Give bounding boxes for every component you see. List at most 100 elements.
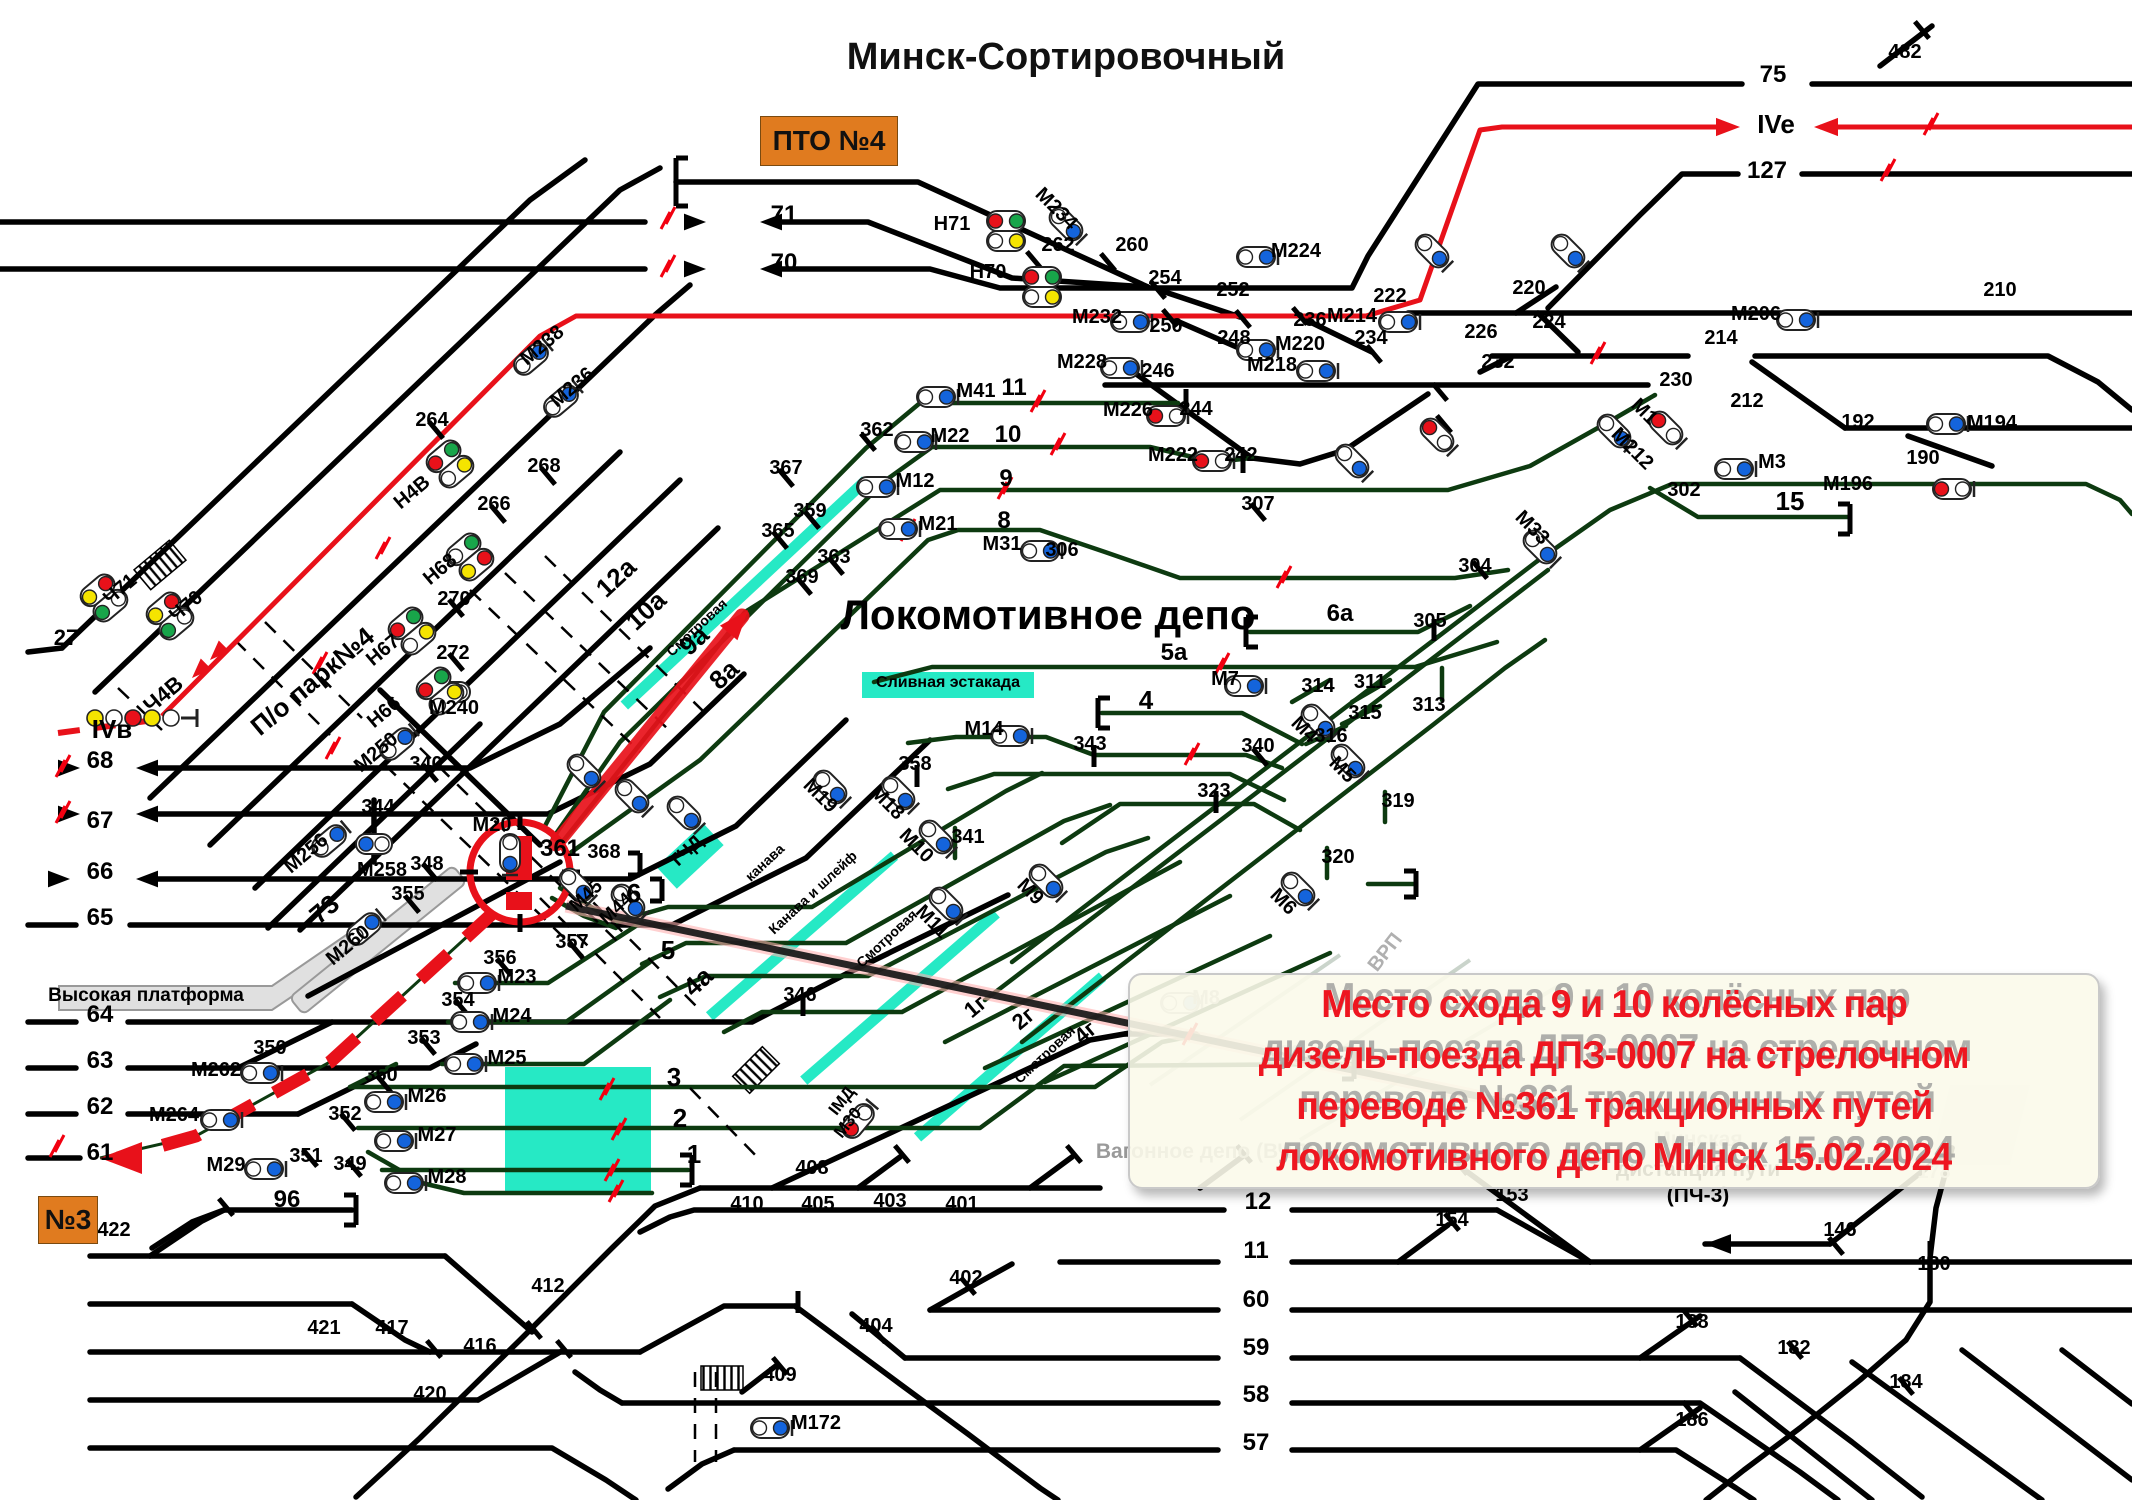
track-black [1752,353,2132,413]
signal-lamp [1650,412,1667,429]
signal-lamp [1214,453,1231,469]
label-68: 68 [87,747,114,774]
switch-tick [567,939,585,961]
label-М14: М14 [965,718,1005,740]
signal-lamp [930,888,947,905]
label-М222: М222 [1148,444,1198,466]
signal-lamp [772,1420,789,1436]
switch-tick [1431,381,1449,403]
track-black [1289,1447,1757,1500]
label-420: 420 [413,1383,446,1405]
signal-lamp [1008,213,1025,229]
signal-М250 [379,722,420,761]
signal-mast [407,722,420,737]
track-black [147,645,653,771]
switch-tick [447,651,465,673]
signal-lamp [843,1121,859,1137]
signal-lamp [1225,678,1242,694]
insulation-slash [1029,389,1047,413]
signal-lamp [1715,461,1732,477]
label-368: 368 [587,841,620,863]
track-black [1959,1347,2132,1483]
signal-М5 [1330,743,1371,784]
signal-М222 [1192,450,1236,472]
label-10: 10 [995,421,1022,448]
label-65: 65 [87,904,114,931]
signal-lamp [241,1065,258,1081]
track-black [665,1447,737,1492]
label-6: 6 [627,878,641,908]
signal-lamp [1023,289,1040,305]
signal-lamp [897,792,914,809]
label-402: 402 [949,1267,982,1289]
signal-М260 [346,907,387,946]
switch-tick [1913,19,1931,41]
label-248: 248 [1217,327,1250,349]
signal-lamp [160,622,177,639]
signal-mast [1549,556,1563,570]
track-depot-green [721,859,1183,1035]
signal-lamp [920,821,937,838]
switch-tick [893,1143,911,1165]
label-369: 369 [785,566,818,588]
label-127: 127 [1747,157,1787,184]
label-353: 353 [407,1027,440,1049]
signal-lamp [568,755,585,772]
insulation-slash [1589,341,1607,365]
signal-Н68 [445,532,495,582]
label-М258: М258 [357,859,407,881]
signal-М20 [499,833,521,877]
label-350: 350 [364,1064,397,1086]
switch-tick [1681,1307,1699,1329]
track-depot-green [1009,481,2132,965]
label-5: 5 [661,935,675,965]
signal-lamp [1336,445,1353,462]
label-М232: М232 [1072,306,1122,328]
insulation-slash [374,536,392,560]
signal-lamp [616,780,633,797]
label-М212: М212 [1607,423,1658,474]
signal-lamp [1012,728,1029,744]
label-210: 210 [1983,279,2016,301]
track-end-bracket [680,1152,695,1188]
track-depot-green [945,771,1287,803]
signal-head [400,621,437,656]
signal-head [428,681,465,716]
track-end-bracket [1095,695,1110,731]
signal-lamp [1524,531,1541,548]
signal-М206 [1776,309,1820,331]
signal-М220 [1236,339,1280,361]
track-black [442,1253,535,1335]
switch-tick [1827,1235,1845,1257]
label-27: 27 [54,625,78,650]
direction-arrow [136,805,158,823]
insulation-slash [1922,112,1940,136]
park3-badge: №3 [38,1196,98,1244]
track-black [769,1030,1133,1191]
signal-М2 [1334,443,1375,484]
annotation-line-4: локомотивного депо Минск 15.02.2024 [1276,1136,1952,1179]
signal-lamp [418,624,435,640]
signal-capsule [1334,443,1370,479]
track-depot-green [1647,485,1851,520]
signal-lamp [447,548,464,564]
signal-lamp [879,521,896,537]
label-482: 482 [1888,41,1921,63]
signal-lamp [668,797,685,814]
signal-lamp [445,1056,462,1072]
signal-lamp [895,434,912,450]
signal-lamp [266,1161,283,1177]
switch-tick [1365,343,1383,365]
direction-arrow [1814,117,1838,137]
label-3: 3 [667,1062,681,1092]
track-depot-green [1059,801,1303,846]
track-black [779,81,1745,291]
signal-lamp [86,709,104,727]
switch-tick [1099,251,1117,273]
signal-М27 [374,1130,418,1152]
track-black [927,1261,1015,1313]
track-black [572,1369,625,1406]
signal-М258 [355,833,393,855]
signal-lamp [917,389,934,405]
